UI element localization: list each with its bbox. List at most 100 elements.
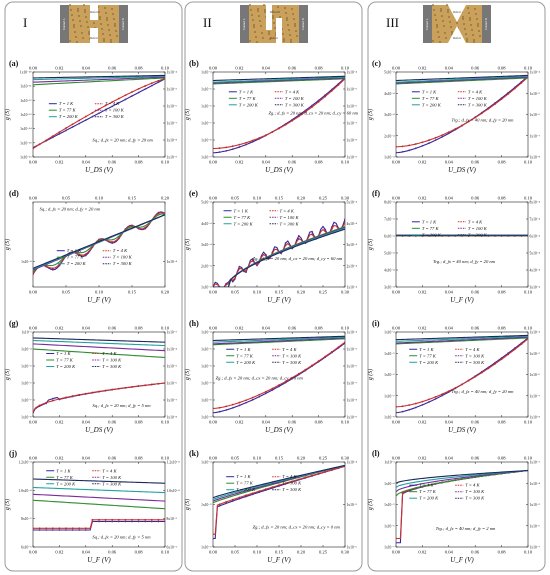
x-tick-label: 0.04: [445, 160, 454, 165]
defect-top: [448, 5, 466, 22]
y-tick-label-right: 1x10⁻⁵: [347, 503, 358, 507]
legend-entry: T = 300 K: [102, 481, 122, 486]
x-axis-label: U_DS (V): [265, 166, 293, 174]
defect-label: Defect: [453, 36, 461, 40]
y-tick-label: 1x10⁻¹⁴: [20, 127, 32, 131]
legend-entry: T = 200 K: [422, 232, 442, 237]
series-marker: [500, 358, 503, 361]
texture-dot: [440, 8, 442, 10]
y-tick-label: 3x10⁻⁴: [384, 113, 395, 117]
texture-dot: [436, 24, 438, 26]
x-tick-label: 0.02: [418, 160, 427, 165]
texture-dot: [443, 25, 445, 27]
series-marker: [408, 149, 411, 152]
texture-dot: [108, 29, 110, 31]
y-axis-label: g (S): [367, 239, 374, 251]
series-marker: [251, 139, 254, 142]
x-tick-label: 0.02: [235, 160, 244, 165]
x-tick-label: 0.06: [471, 160, 480, 165]
x-tick-label: 0.00: [29, 420, 38, 425]
legend-entry: T = 200 K: [236, 360, 256, 365]
x-tick-label-top: 0.20: [297, 456, 306, 461]
texture-dot: [434, 14, 436, 16]
x-tick-label: 0.05: [62, 290, 71, 295]
y-axis-label: g (S): [367, 369, 374, 381]
series-marker: [124, 94, 127, 97]
texture-dot: [284, 7, 286, 9]
series-marker: [264, 488, 267, 491]
series-line-T = 100 K: [396, 336, 528, 344]
panel-label: (b): [189, 59, 199, 68]
legend-entry: T = 100 K: [113, 255, 133, 260]
y-tick-label-right: 6x10⁻⁴: [530, 235, 541, 239]
series-marker: [408, 404, 411, 406]
series-marker: [213, 407, 214, 410]
texture-dot: [272, 15, 274, 17]
panel-j: (j) 0.00 0.00 0.02 0.02 0.04 0.04 0.06 0.06 0.08 0…: [4, 449, 180, 564]
panel-annotation: Sq.; d_fx = 20 nm; d_fy = 20 nm: [92, 138, 153, 143]
series-marker: [157, 382, 160, 385]
series-marker: [324, 470, 327, 473]
x-tick-label: 0.00: [29, 160, 38, 165]
series-marker: [124, 520, 127, 523]
series-marker: [38, 527, 41, 530]
y-tick-label: 1x10⁻¹⁶: [20, 156, 32, 160]
y-tick-label: 4x10⁻⁴: [384, 269, 395, 273]
legend-entry: T = 100 K: [465, 489, 485, 494]
y-tick-label: 2x10⁻⁴: [384, 134, 395, 138]
x-tick-label-top: 0.06: [108, 66, 117, 71]
panel-f: (f) 0.00 0.00 0.02 0.02 0.04 0.04 0.06 0.06 0.08 0…: [367, 189, 541, 304]
series-marker: [58, 398, 61, 400]
y-tick-label-right: 1x10⁻⁴: [167, 260, 178, 264]
y-tick-label-right: 1x10⁻⁶: [167, 105, 178, 109]
series-marker: [218, 406, 221, 409]
legend-entry: T = 300 K: [282, 360, 302, 365]
texture-dot: [258, 15, 260, 17]
x-tick-label: 0.10: [524, 290, 533, 295]
y-tick-label: 1x10⁻⁴: [384, 331, 395, 335]
series-marker: [278, 384, 280, 386]
series-marker: [218, 503, 221, 506]
x-tick-label: 0.10: [341, 160, 350, 165]
panel-label: (k): [189, 449, 199, 458]
x-tick-label-top: 0.15: [275, 196, 284, 201]
texture-dot: [469, 19, 471, 21]
series-marker: [245, 401, 247, 404]
y-tick-label: 1x10⁻¹⁵: [20, 141, 32, 145]
x-tick-label: 0.06: [471, 420, 480, 425]
series-marker: [414, 402, 417, 405]
y-tick-label: 1x10⁻¹³: [20, 113, 32, 117]
legend: T = 1 K T = 4 K T = 77 K T = 100 K T = 200 K…: [56, 248, 133, 266]
texture-dot: [445, 37, 447, 39]
defect-label: Defect: [90, 10, 98, 14]
y-tick-label: 1x10⁻⁴: [201, 331, 212, 335]
x-tick-label: 0.02: [418, 550, 427, 555]
series-marker: [104, 389, 107, 392]
x-axis-label: U_F (V): [450, 296, 474, 304]
x-tick-label: 0.04: [445, 420, 454, 425]
series-marker: [513, 87, 516, 90]
y-axis-label: g (S): [4, 109, 11, 121]
series-marker: [467, 120, 470, 123]
x-tick-label-top: 0.02: [55, 66, 64, 71]
texture-dot: [436, 26, 438, 28]
texture-dot: [447, 11, 449, 13]
legend-entry: T = 100 K: [105, 108, 125, 113]
series-marker: [284, 242, 287, 244]
series-marker: [330, 469, 333, 471]
series-marker: [104, 104, 107, 107]
texture-dot: [290, 41, 292, 43]
series-marker: [311, 474, 313, 477]
x-tick-label: 0.06: [108, 420, 117, 425]
series-marker: [225, 149, 228, 152]
texture-dot: [69, 40, 71, 42]
series-line-T = 77 K: [213, 78, 345, 85]
series-marker: [111, 388, 114, 391]
series-marker: [104, 520, 107, 523]
series-marker: [500, 98, 503, 101]
series-marker: [38, 529, 41, 531]
x-tick-label-top: 0.00: [209, 326, 218, 331]
y-tick-label: 3x10⁻⁴: [384, 286, 395, 290]
series-marker: [84, 527, 87, 530]
series-marker: [258, 393, 261, 396]
